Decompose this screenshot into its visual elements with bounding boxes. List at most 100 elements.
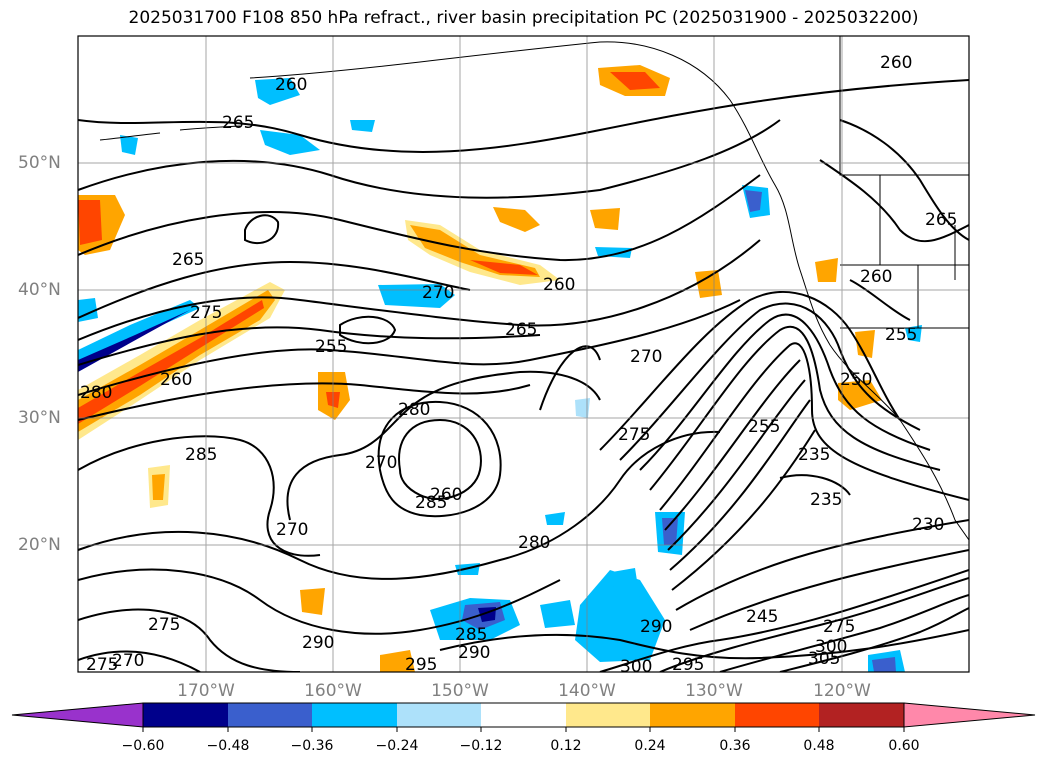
lat-label: 30°N [18,408,61,428]
precip-area [905,325,922,342]
coastline [99,132,161,141]
contour-label: 285 [185,445,217,465]
graticule [78,36,969,672]
coastlines [99,36,969,541]
colorbar-tick-label: −0.24 [375,738,419,754]
contour-label: 295 [672,655,704,675]
lon-label: 130°W [685,681,743,701]
contour-label: 275 [618,425,650,445]
contour-line [78,382,531,421]
contour-line [78,260,471,319]
contour-line [78,650,201,672]
precip-area [255,78,300,105]
contour-label: 270 [630,347,662,367]
colorbar-tick-label: 0.24 [634,738,666,754]
contour-label: 255 [315,337,347,357]
colorbar-tick-label: −0.36 [290,738,334,754]
contour-line [669,399,811,571]
contour-line [675,519,969,611]
contour-label: 260 [880,53,912,73]
colorbar-tick-label: −0.12 [459,738,503,754]
contour-label: 275 [148,615,180,635]
map-title: 2025031700 F108 850 hPa refract., river … [128,8,919,28]
contour-line [667,379,806,551]
precip-area [120,135,138,155]
contour-line [78,430,721,580]
contour-label: 280 [398,400,430,420]
contour-label: 290 [458,643,490,663]
contour-label: 275 [86,655,118,675]
contour-line [398,418,482,500]
contour-line [244,214,280,245]
contour-label: 295 [405,655,437,675]
contour-label: 265 [925,210,957,230]
contour-line [819,159,969,243]
precip-area [695,270,722,298]
contour-line [779,607,969,672]
colorbar-tick-label: 0.36 [719,738,751,754]
contour-label: 285 [415,493,447,513]
contour-line [839,119,969,241]
precip-area [595,247,632,258]
colorbar-segment [143,703,228,727]
contour-line [599,291,901,451]
contour-line [78,79,969,153]
precip-area [872,657,896,672]
precip-area [493,207,540,232]
contour-line [78,435,321,557]
contour-label: 255 [748,417,780,437]
colorbar-segment [650,703,735,727]
contour-label: 265 [505,320,537,340]
colorbar-segment [312,703,397,727]
contour-line [649,325,941,491]
colorbar-tick-label: −0.48 [206,738,250,754]
contour-label: 270 [276,520,308,540]
contour-label: 260 [430,485,462,505]
contour-label: 260 [275,75,307,95]
colorbar-segment [819,703,904,727]
contour-label: 305 [808,649,840,669]
contour-line [664,359,801,531]
contour-label: 280 [80,383,112,403]
colorbar-tick-label: 0.60 [888,738,920,754]
precip-area [260,130,320,155]
contour-line [659,577,969,672]
contour-label: 245 [746,607,778,627]
contour-label: 300 [620,657,652,677]
colorbar-outline [142,702,905,728]
precip-area [380,650,415,672]
precip-area [815,258,838,282]
colorbar-segment [735,703,819,727]
precip-area [575,398,590,418]
precip-shading [78,65,922,672]
coastline [179,125,241,131]
contour-line [719,594,969,672]
lon-label: 120°W [813,681,871,701]
contour-label: 265 [222,113,254,133]
colorbar-segment [481,703,566,727]
colorbar-tick-label: −0.60 [121,738,165,754]
map-frame [77,35,970,673]
contour-line [78,568,561,635]
contour-line [339,315,397,345]
precip-area [855,330,875,358]
contour-line [671,429,816,591]
contour-line [539,345,601,411]
lat-label: 40°N [18,280,61,300]
lon-label: 140°W [558,681,616,701]
contour-line [78,119,781,199]
contour-labels: 260 265 260 265 270 260 265 275 255 270 … [80,53,957,677]
contour-line [78,174,761,262]
contour-label: 270 [365,453,397,473]
contour-line [849,279,911,321]
contour-line [78,239,761,341]
contour-label: 280 [518,533,550,553]
contour-label: 275 [190,303,222,323]
contour-line [377,400,502,518]
lon-label: 150°W [431,681,489,701]
contour-label: 290 [302,633,334,653]
contour-line [78,608,301,672]
precip-area [540,600,575,628]
precip-area [612,568,640,600]
colorbar-tick-label: 0.12 [550,738,582,754]
